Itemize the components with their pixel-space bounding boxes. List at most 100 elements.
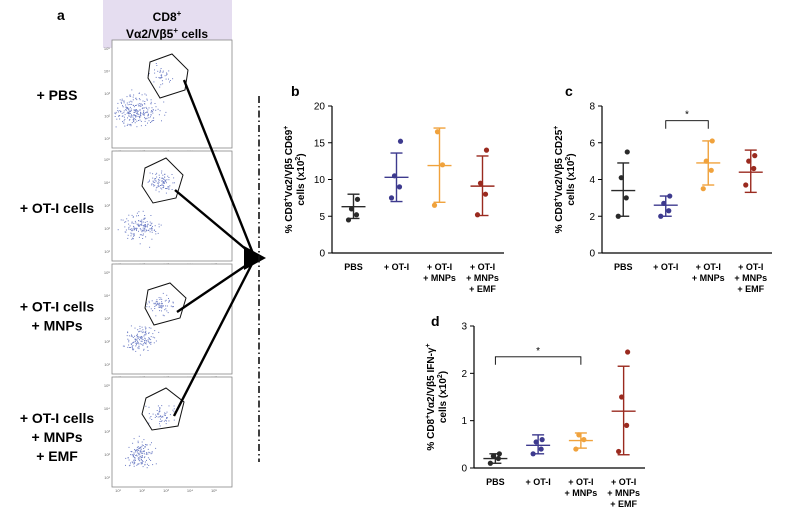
flow-dot <box>143 219 145 220</box>
flow-dot <box>159 416 161 417</box>
flow-dot <box>132 342 134 343</box>
x-category-label: + EMF <box>737 284 764 294</box>
flow-dot <box>165 412 167 414</box>
flow-dot <box>161 183 163 185</box>
flow-dot <box>136 111 138 113</box>
flow-dot <box>127 104 129 106</box>
flow-dot <box>138 236 140 238</box>
flow-dot <box>122 121 123 123</box>
flow-dot <box>166 310 168 312</box>
panel-a-row-labels: + PBS + OT-I cells + OT-I cells + MNPs + OT-… <box>20 87 95 464</box>
flow-dot <box>157 416 159 418</box>
flow-dot <box>143 450 145 452</box>
y-tick-label: 8 <box>589 102 595 113</box>
flow-dot <box>140 452 142 454</box>
flow-dot <box>151 120 153 122</box>
flow-dot <box>161 177 163 179</box>
flow-dot <box>139 228 141 230</box>
flow-dot <box>121 102 122 104</box>
flow-dot <box>126 102 128 104</box>
data-point <box>623 195 629 201</box>
flow-dot <box>145 236 147 238</box>
flow-dot <box>120 101 122 103</box>
data-point <box>490 453 496 459</box>
flow-dot <box>131 233 133 235</box>
flow-dot <box>158 303 160 305</box>
flow-dot <box>152 184 154 186</box>
y-tick-label: 6 <box>589 138 595 149</box>
flow-dot <box>130 343 132 345</box>
flow-dot <box>127 457 129 459</box>
flow-dot <box>168 177 170 178</box>
flow-dot <box>133 455 134 457</box>
flow-dot <box>140 459 142 461</box>
flow-dot <box>172 78 174 80</box>
flow-dot <box>136 344 137 346</box>
flow-dot <box>145 340 147 341</box>
flow-dot <box>140 229 142 231</box>
flow-dot <box>135 109 137 111</box>
x-category-label: + OT-I <box>653 262 678 272</box>
flow-dot <box>160 185 161 186</box>
flow-dot <box>136 446 138 448</box>
flow-dot <box>119 118 121 120</box>
flow-dot <box>160 74 162 76</box>
flow-dot <box>152 177 154 179</box>
flow-dot <box>154 103 156 104</box>
flow-dot <box>134 109 136 111</box>
flow-dot <box>154 180 156 182</box>
flow-dot <box>151 184 153 186</box>
y-tick-label: 1 <box>461 416 467 427</box>
flow-dot <box>154 184 156 186</box>
series-4 <box>738 149 763 194</box>
flow-dot <box>133 233 135 235</box>
flow-dot <box>128 344 130 346</box>
flow-dot <box>152 413 154 415</box>
flow-dot <box>150 308 152 310</box>
flow-dot <box>141 104 143 106</box>
flow-dot <box>173 408 175 410</box>
flow-dot <box>156 304 158 306</box>
flow-dot <box>155 302 157 304</box>
flow-dot <box>152 173 154 175</box>
data-point <box>483 147 490 153</box>
flow-dot <box>160 303 162 305</box>
flow-dot <box>135 119 137 121</box>
flow-dot <box>139 114 141 116</box>
flow-dot <box>158 183 159 185</box>
flow-dot <box>143 343 145 345</box>
flow-dot <box>160 187 162 189</box>
flow-dot <box>160 306 162 308</box>
flow-dot <box>144 215 146 216</box>
flow-dot <box>169 414 171 416</box>
y-tick-label: 0 <box>589 249 595 260</box>
flow-dot <box>137 446 139 448</box>
flow-dot <box>133 453 135 455</box>
flow-dot <box>169 185 171 187</box>
flow-dot <box>151 110 152 112</box>
flow-dot <box>136 99 138 101</box>
flow-dot <box>115 126 117 128</box>
bracket-line <box>494 356 582 365</box>
flow-dot <box>168 298 169 299</box>
y-label-part: cells (x10 <box>438 378 449 423</box>
flow-dot <box>125 109 127 111</box>
flow-y-tick: 10² <box>104 339 110 344</box>
flow-dot <box>155 106 157 108</box>
flow-dot <box>133 120 135 122</box>
y-tick-label: 2 <box>589 212 595 223</box>
data-point <box>482 191 489 197</box>
flow-dot <box>133 233 135 235</box>
flow-dot <box>138 331 140 332</box>
flow-dot <box>164 412 165 414</box>
flow-dot <box>137 340 139 342</box>
flow-dot <box>164 173 166 175</box>
row-label-3-line-2: + MNPs <box>32 318 83 334</box>
arrow-line-1 <box>182 79 256 257</box>
y-label-part: cells (x10 <box>296 160 307 205</box>
flow-dot <box>134 449 136 450</box>
flow-dot <box>137 442 139 444</box>
flow-dot <box>165 299 167 301</box>
x-category-label: + OT-I <box>427 262 452 272</box>
flow-dot <box>162 305 164 307</box>
